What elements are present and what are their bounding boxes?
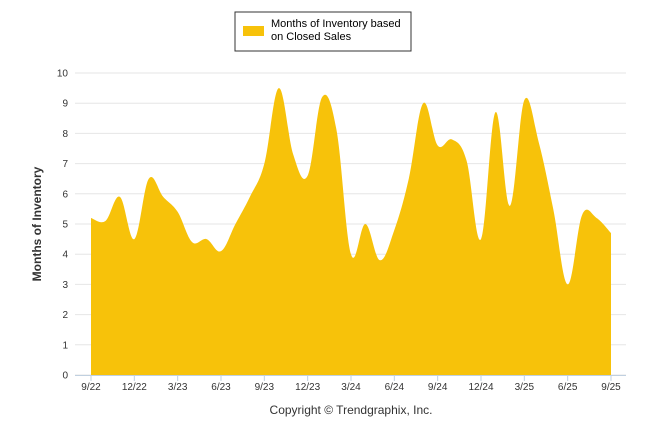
data-point-27 (478, 236, 484, 242)
x-tick-label: 12/23 (295, 382, 320, 393)
data-point-3 (131, 236, 137, 242)
y-tick-label: 3 (62, 280, 68, 291)
data-point-0 (88, 215, 94, 221)
copyright-text: Copyright © Trendgraphix, Inc. (270, 403, 433, 417)
data-point-24 (435, 142, 441, 148)
data-point-21 (391, 227, 397, 233)
area-layer (88, 85, 614, 375)
data-point-33 (565, 281, 571, 287)
y-tick-label: 10 (57, 69, 69, 80)
y-tick-label: 9 (62, 99, 68, 110)
data-point-22 (406, 176, 412, 182)
legend[interactable]: Months of Inventory based on Closed Sale… (234, 11, 412, 52)
data-point-11 (247, 194, 253, 200)
data-point-9 (218, 248, 224, 254)
data-point-12 (261, 161, 267, 167)
data-point-19 (362, 221, 368, 227)
legend-label-line-1: Months of Inventory based (271, 18, 401, 30)
data-point-6 (175, 209, 181, 215)
x-tick-label: 3/23 (168, 382, 188, 393)
x-tick-label: 6/23 (211, 382, 231, 393)
data-point-28 (492, 109, 498, 115)
y-tick-label: 1 (62, 340, 68, 351)
y-tick-labels: 0 1 2 3 4 5 6 7 8 9 10 (57, 69, 69, 382)
y-axis-title: Months of Inventory (30, 166, 44, 281)
data-point-7 (189, 239, 195, 245)
data-point-1 (102, 218, 108, 224)
data-point-4 (146, 176, 152, 182)
data-point-18 (348, 251, 354, 257)
data-point-13 (276, 85, 282, 91)
data-point-17 (334, 127, 340, 133)
x-tick-label: 9/22 (81, 382, 101, 393)
x-tick-label: 6/25 (558, 382, 578, 393)
legend-swatch (243, 26, 264, 36)
data-point-26 (464, 158, 470, 164)
data-point-15 (305, 173, 311, 179)
y-tick-label: 4 (62, 250, 68, 261)
data-point-14 (290, 152, 296, 158)
y-tick-label: 5 (62, 220, 68, 231)
data-point-8 (204, 236, 210, 242)
y-tick-label: 2 (62, 310, 68, 321)
data-point-29 (507, 203, 513, 209)
x-tick-label: 12/22 (122, 382, 147, 393)
data-point-16 (319, 94, 325, 100)
x-tick-label: 3/24 (341, 382, 361, 393)
data-point-32 (550, 206, 556, 212)
x-tick-label: 12/24 (468, 382, 493, 393)
data-point-20 (377, 257, 383, 263)
data-point-35 (594, 215, 600, 221)
y-tick-label: 8 (62, 129, 68, 140)
series-area (91, 88, 611, 375)
x-tick-label: 9/23 (255, 382, 275, 393)
x-tick-labels: 9/22 12/22 3/23 6/23 9/23 12/23 3/24 6/24 9/24 12… (81, 382, 621, 393)
data-point-23 (420, 100, 426, 106)
data-point-36 (608, 230, 614, 236)
axis-layer (75, 375, 626, 381)
data-point-10 (232, 221, 238, 227)
x-tick-label: 9/24 (428, 382, 448, 393)
data-point-25 (449, 136, 455, 142)
data-point-2 (117, 194, 123, 200)
data-point-30 (521, 97, 527, 103)
y-tick-label: 0 (62, 371, 68, 382)
y-tick-label: 7 (62, 159, 68, 170)
x-tick-label: 6/24 (385, 382, 405, 393)
legend-box (234, 11, 412, 52)
y-tick-label: 6 (62, 189, 68, 200)
x-tick-label: 3/25 (515, 382, 535, 393)
legend-label-line-2: on Closed Sales (271, 31, 352, 43)
data-point-31 (536, 139, 542, 145)
data-point-34 (579, 212, 585, 218)
data-point-5 (160, 194, 166, 200)
x-tick-label: 9/25 (601, 382, 621, 393)
